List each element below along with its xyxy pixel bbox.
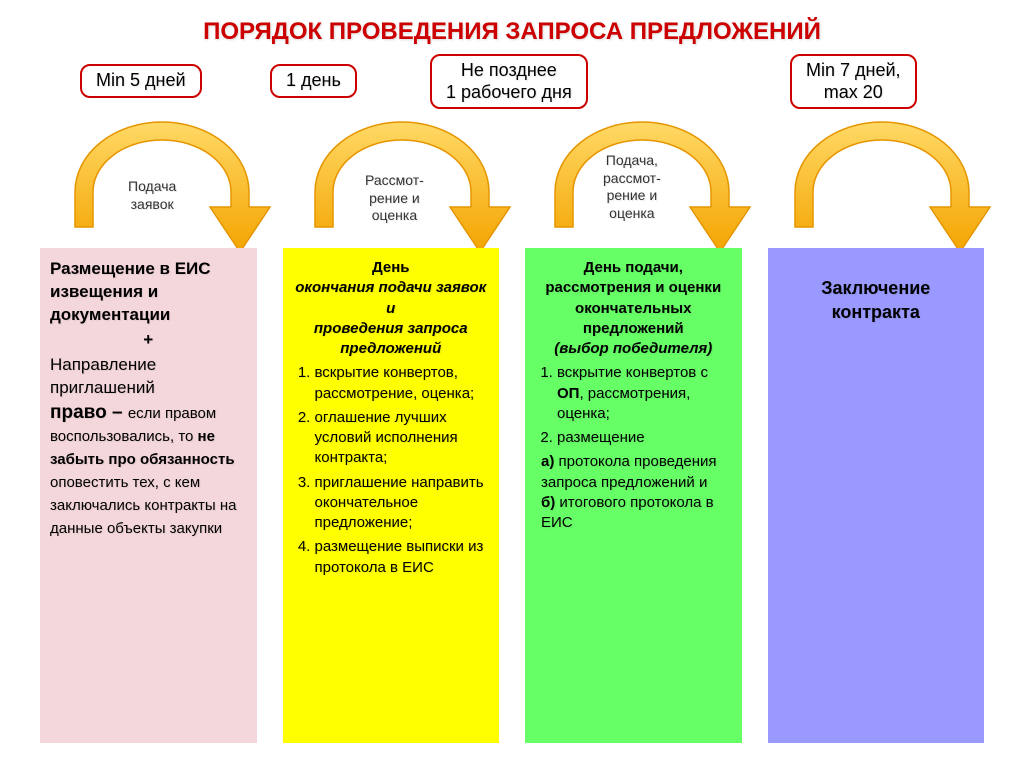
col2-item-1: вскрытие конвертов, рассмотрение, оценка…	[315, 363, 490, 404]
col2-item-3: приглашение направить окончательное пред…	[315, 473, 490, 534]
top-label-4-line1: Min 7 дней,	[806, 60, 901, 80]
column-1: Размещение в ЕИС извещения и документаци…	[40, 248, 257, 743]
arc-arrow-4	[765, 112, 1000, 257]
top-label-2: 1 день	[270, 64, 357, 98]
col3-list: вскрытие конвертов с ОП, рассмотрения, о…	[535, 363, 732, 448]
columns-row: Размещение в ЕИС извещения и документаци…	[0, 248, 1024, 743]
col2-h1: День	[293, 258, 490, 278]
col3-b-label: б)	[541, 494, 555, 511]
col2-list: вскрытие конвертов, рассмотрение, оценка…	[293, 363, 490, 578]
top-label-4: Min 7 дней, max 20	[790, 54, 917, 109]
mid-label-2: Рассмот- рение и оценка	[365, 172, 424, 225]
col2-item-4: размещение выписки из протокола в ЕИС	[315, 537, 490, 578]
mid-label-1: Подача заявок	[128, 178, 176, 213]
mid-label-3-l2: рассмот-	[603, 170, 661, 186]
top-label-3: Не позднее 1 рабочего дня	[430, 54, 588, 109]
arrows-row: Подача заявок Рассмот- рение и оценка По…	[0, 118, 1024, 248]
column-4: Заключение контракта	[768, 248, 985, 743]
mid-label-2-l1: Рассмот-	[365, 172, 424, 188]
col2-h4: проведения запроса предложений	[293, 319, 490, 360]
mid-label-3-l1: Подача,	[606, 152, 658, 168]
col2-h2: окончания подачи заявок	[293, 278, 490, 298]
col3-i1a: вскрытие конвертов с	[557, 364, 708, 381]
col1-heading: Размещение в ЕИС извещения и документаци…	[50, 258, 247, 327]
col2-h3: и	[293, 299, 490, 319]
col1-body: Направление приглашений право – если пра…	[50, 354, 247, 540]
mid-label-2-l3: оценка	[372, 207, 417, 223]
column-2: День окончания подачи заявок и проведени…	[283, 248, 500, 743]
column-3: День подачи, рассмотрения и оценки оконч…	[525, 248, 742, 743]
col3-item-2: размещение	[557, 428, 732, 448]
col1-l2e: оповестить тех, с кем заключались контра…	[50, 474, 236, 537]
col3-a-label: а)	[541, 453, 554, 470]
mid-label-3-l4: оценка	[609, 205, 654, 221]
col1-plus: +	[50, 329, 247, 352]
col3-item-1: вскрытие конвертов с ОП, рассмотрения, о…	[557, 363, 732, 424]
mid-label-1-l1: Подача	[128, 178, 176, 194]
col3-h1: День подачи, рассмотрения и оценки оконч…	[535, 258, 732, 339]
top-label-4-line2: max 20	[824, 82, 883, 102]
col3-h2: (выбор победителя)	[535, 339, 732, 359]
col3-a: а) протокола проведения запроса предложе…	[535, 452, 732, 493]
col4-text: Заключение контракта	[778, 276, 975, 325]
col3-b: б) итогового протокола в ЕИС	[535, 493, 732, 534]
top-label-3-line1: Не позднее	[461, 60, 557, 80]
mid-label-3: Подача, рассмот- рение и оценка	[603, 152, 661, 222]
col3-b-text: итогового протокола в ЕИС	[541, 494, 714, 531]
mid-label-3-l3: рение и	[607, 187, 658, 203]
mid-label-2-l2: рение и	[369, 190, 420, 206]
col1-l2b: право –	[50, 402, 128, 423]
col2-item-2: оглашение лучших условий исполнения конт…	[315, 408, 490, 469]
top-label-3-line2: 1 рабочего дня	[446, 82, 572, 102]
col3-a-text: протокола проведения запроса предложений…	[541, 453, 717, 490]
page-title: ПОРЯДОК ПРОВЕДЕНИЯ ЗАПРОСА ПРЕДЛОЖЕНИЙ	[0, 0, 1024, 58]
top-labels-row: Min 5 дней 1 день Не позднее 1 рабочего …	[0, 58, 1024, 118]
col1-l2a: Направление приглашений	[50, 355, 156, 397]
mid-label-1-l2: заявок	[131, 196, 174, 212]
col3-i1b: ОП	[557, 385, 579, 402]
top-label-1: Min 5 дней	[80, 64, 202, 98]
